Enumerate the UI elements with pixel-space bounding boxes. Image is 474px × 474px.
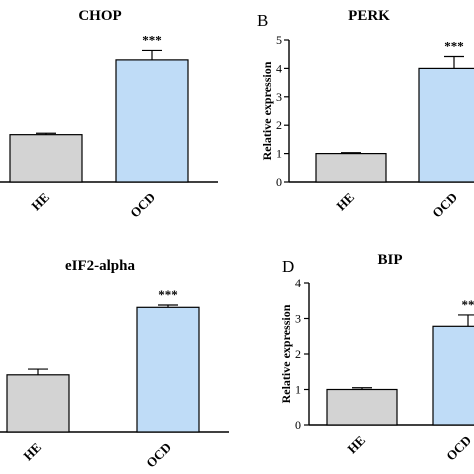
- panel4-y-tick-label: 1: [295, 383, 301, 397]
- panel1-category-label-he: HE: [28, 190, 52, 214]
- panel4-category-label-ocd: OCD: [443, 433, 474, 464]
- panel3-category-label-he: HE: [20, 440, 44, 464]
- panel4-y-tick-label: 0: [295, 418, 301, 432]
- panel3-title: eIF2-alpha: [65, 258, 136, 274]
- panel4-y-tick-label: 2: [295, 347, 301, 361]
- panel4-title: BIP: [377, 252, 402, 268]
- panel2-title: PERK: [348, 8, 390, 24]
- panel1-bar-he: [9, 134, 83, 183]
- panel2-letter: B: [257, 11, 268, 30]
- panel2-y-tick-label: 1: [276, 147, 282, 161]
- panel4-category-label-he: HE: [344, 433, 368, 457]
- panel1-category-label-ocd: OCD: [127, 190, 158, 221]
- panel2-y-tick-label: 3: [276, 90, 282, 104]
- panel4-significance-ocd: **: [462, 297, 474, 312]
- panel4-y-tick-label: 4: [295, 276, 301, 290]
- panel3-category-label-ocd: OCD: [143, 440, 174, 471]
- panel2-bar-he: [315, 153, 387, 183]
- panel2-y-tick-label: 4: [276, 61, 282, 75]
- panel3-bar-he: [6, 374, 70, 433]
- panel2-significance-ocd: ***: [444, 38, 464, 53]
- panel2-y-tick-label: 0: [276, 175, 282, 189]
- panel2-category-label-ocd: OCD: [429, 190, 460, 221]
- panel1-significance-ocd: ***: [142, 32, 162, 47]
- panel2-y-tick-label: 5: [276, 33, 282, 47]
- panel2-y-axis-label: Relative expression: [260, 61, 274, 160]
- panel1-title: CHOP: [78, 8, 121, 24]
- panel2-y-tick-label: 2: [276, 118, 282, 132]
- panel4-y-tick-label: 3: [295, 312, 301, 326]
- panel1-bar-ocd: [115, 59, 189, 183]
- panel3-bar-ocd: [136, 306, 200, 433]
- panel3-significance-ocd: ***: [158, 287, 178, 302]
- panel4-bar-he: [326, 388, 398, 426]
- panel2-bar-ocd: [418, 67, 474, 183]
- panel4-letter: D: [282, 257, 294, 276]
- panel2-category-label-he: HE: [333, 190, 357, 214]
- panel4-y-axis-label: Relative expression: [279, 304, 293, 403]
- panel4-bar-ocd: [432, 325, 474, 426]
